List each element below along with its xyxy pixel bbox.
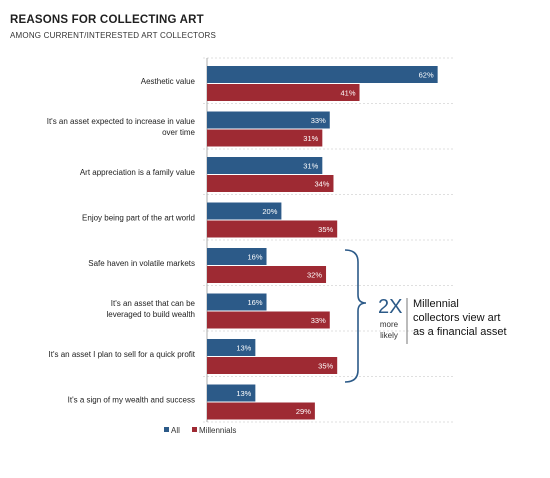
data-label: 16% — [248, 298, 263, 307]
callout-2x: 2X — [378, 296, 402, 318]
bar-all — [207, 248, 267, 265]
category-label: It's an asset expected to increase in va… — [47, 117, 196, 137]
data-label: 32% — [307, 271, 322, 280]
bar-all — [207, 111, 330, 129]
callout-more: more — [380, 320, 399, 329]
data-label: 34% — [314, 180, 329, 189]
data-label: 31% — [303, 162, 318, 171]
data-label: 13% — [236, 344, 251, 353]
category-label: Aesthetic value — [141, 77, 196, 86]
chart-title: REASONS FOR COLLECTING ART — [10, 14, 204, 26]
category-label: It's a sign of my wealth and success — [68, 395, 195, 404]
bar-millennials — [207, 357, 338, 374]
data-label: 31% — [303, 134, 318, 143]
data-label: 62% — [419, 71, 434, 80]
data-label: 13% — [236, 389, 251, 398]
category-label: It's an asset I plan to sell for a quick… — [49, 350, 196, 359]
legend-label-millennials: Millennials — [199, 426, 236, 435]
bar-millennials — [207, 266, 327, 283]
callout-text-line: as a financial asset — [413, 326, 507, 338]
bar-all — [207, 384, 256, 402]
bar-all — [207, 66, 438, 83]
bar-millennials — [207, 402, 315, 420]
data-label: 33% — [311, 316, 326, 325]
bar-millennials — [207, 311, 330, 329]
category-label: It's an asset that can be leveraged to bu… — [106, 299, 195, 319]
bar-all — [207, 339, 256, 356]
bar-all — [207, 293, 267, 311]
legend-swatch-millennials — [192, 427, 197, 432]
data-label: 33% — [311, 116, 326, 125]
category-label: Enjoy being part of the art world — [82, 213, 195, 222]
bar-millennials — [207, 129, 323, 147]
bar-all — [207, 157, 323, 174]
bar-millennials — [207, 84, 360, 101]
legend-swatch-all — [164, 427, 169, 432]
data-label: 20% — [262, 207, 277, 216]
category-label: Safe haven in volatile markets — [88, 259, 195, 268]
data-label: 16% — [248, 253, 263, 262]
legend-label-all: All — [171, 426, 180, 435]
chart-subtitle: AMONG CURRENT/INTERESTED ART COLLECTORS — [10, 31, 217, 40]
callout-likely: likely — [380, 331, 398, 340]
data-label: 35% — [318, 362, 333, 371]
data-label: 41% — [341, 89, 356, 98]
callout-text-line: Millennial — [413, 298, 459, 310]
bar-millennials — [207, 175, 334, 192]
callout-text-line: collectors view art — [413, 312, 500, 324]
category-label: Art appreciation is a family value — [80, 168, 196, 177]
data-label: 35% — [318, 225, 333, 234]
bracket — [344, 249, 367, 383]
data-label: 29% — [296, 407, 311, 416]
bar-all — [207, 202, 282, 220]
bar-millennials — [207, 220, 338, 238]
